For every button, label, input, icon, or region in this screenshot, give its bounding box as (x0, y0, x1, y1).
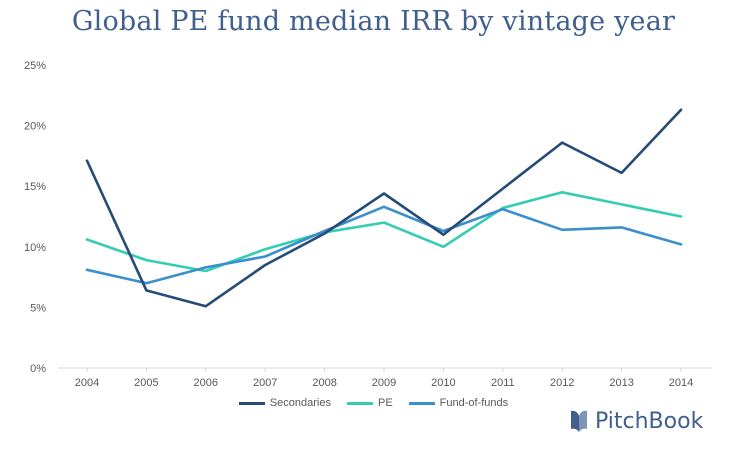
series-lines (85, 108, 683, 308)
x-tick-label-2006: 2006 (194, 377, 218, 389)
x-tick-label-2013: 2013 (609, 377, 633, 389)
brand-name: PitchBook (595, 408, 704, 434)
y-tick-label-15: 15% (24, 181, 46, 193)
legend-label-fund-of-funds: Fund-of-funds (439, 397, 509, 409)
x-tick-label-2010: 2010 (431, 377, 455, 389)
y-tick-label-5: 5% (30, 302, 46, 314)
legend-swatch-pe (346, 401, 373, 405)
x-tick-label-2009: 2009 (372, 377, 396, 389)
series-line-pe (85, 191, 683, 273)
x-tick-label-2012: 2012 (550, 377, 574, 389)
y-tick-label-10: 10% (24, 242, 46, 254)
x-tick-label-2004: 2004 (75, 377, 99, 389)
y-tick-label-0: 0% (30, 363, 46, 375)
legend-label-pe: PE (377, 397, 393, 409)
x-tick-label-2014: 2014 (669, 377, 693, 389)
y-axis: 0% 5% 10% 15% 20% 25% (24, 60, 46, 375)
y-tick-label-25: 25% (24, 60, 46, 72)
x-tick-label-2008: 2008 (312, 377, 336, 389)
legend-swatch-secondaries (238, 401, 265, 405)
x-tick-label-2011: 2011 (491, 377, 515, 389)
pitchbook-logo: PitchBook (568, 408, 703, 434)
legend-swatch-fund-of-funds (408, 401, 435, 405)
legend-item-secondaries: Secondaries (238, 397, 331, 409)
pitchbook-logo-icon (571, 410, 587, 432)
x-axis: 2004 2005 2006 2007 2008 2009 2010 2011 2012 2013… (75, 368, 693, 389)
legend-item-fund-of-funds: Fund-of-funds (408, 397, 509, 409)
series-line-secondaries (85, 108, 683, 308)
y-tick-label-20: 20% (24, 121, 46, 133)
x-tick-label-2005: 2005 (134, 377, 158, 389)
x-tick-label-2007: 2007 (253, 377, 277, 389)
chart-title: Global PE fund median IRR by vintage yea… (71, 6, 676, 37)
legend-label-secondaries: Secondaries (269, 397, 331, 409)
legend-item-pe: PE (346, 397, 393, 409)
series-line-fund-of-funds (85, 205, 683, 285)
chart-legend: Secondaries PE Fund-of-funds (0, 397, 747, 409)
